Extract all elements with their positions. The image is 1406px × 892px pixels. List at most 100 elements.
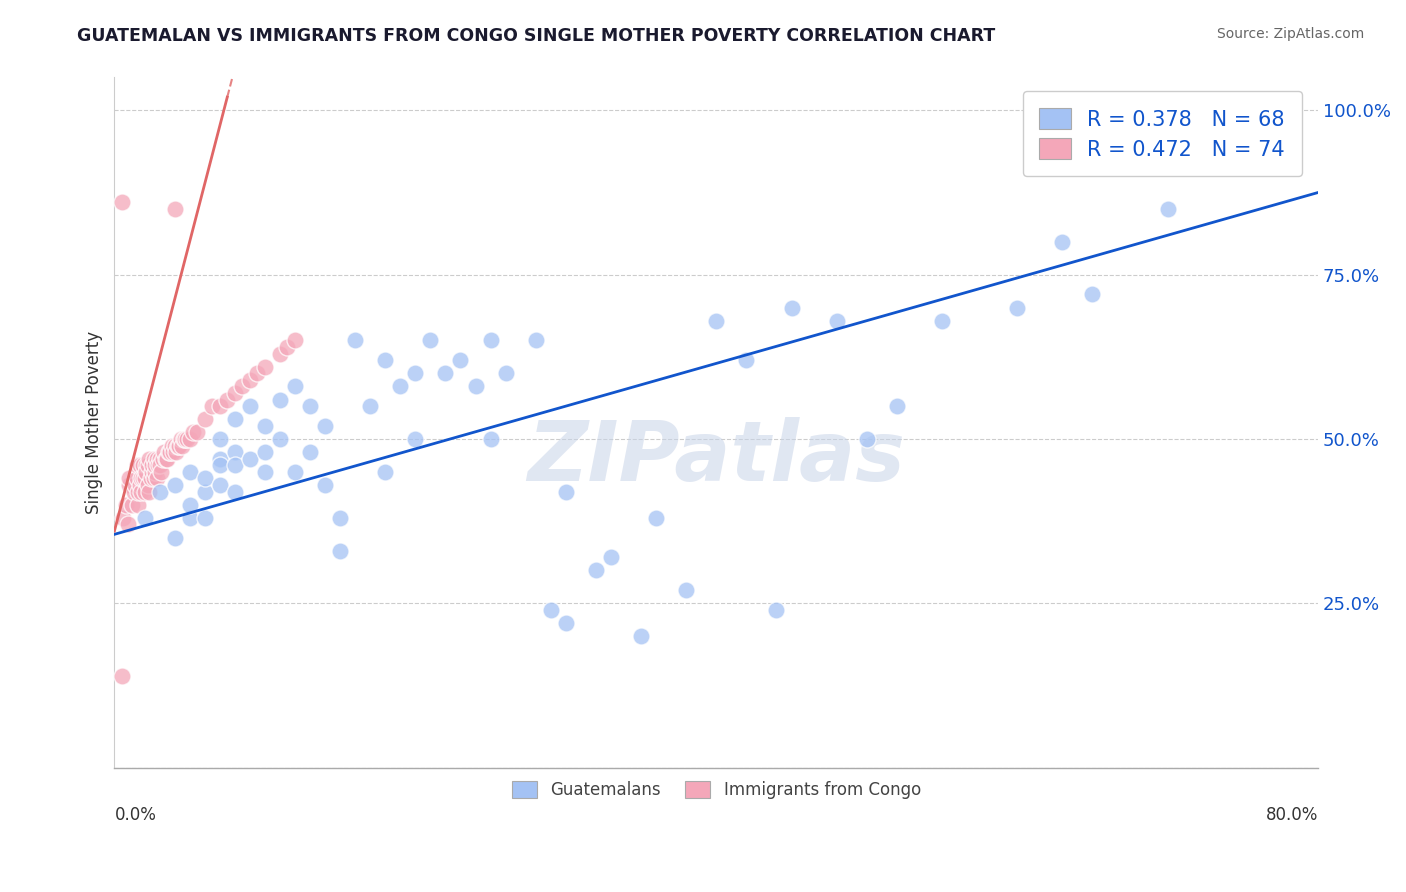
Point [148,451,170,466]
Point [464,379,486,393]
Point [124,478,146,492]
Point [298,399,321,413]
Point [179,432,201,446]
Point [554,616,576,631]
Point [630,629,652,643]
Point [127,498,149,512]
Point [122,484,145,499]
Point [131,484,153,499]
Point [172,439,194,453]
Point [253,359,276,374]
Point [145,451,167,466]
Point [145,471,167,485]
Point [239,399,262,413]
Point [162,445,184,459]
Point [224,445,246,459]
Point [284,465,307,479]
Point [131,471,153,485]
Point [765,603,787,617]
Point [329,543,352,558]
Point [450,353,472,368]
Point [224,484,246,499]
Point [165,445,187,459]
Point [146,458,169,473]
Point [224,386,246,401]
Point [735,353,758,368]
Point [155,451,177,466]
Point [163,478,186,492]
Point [194,511,217,525]
Point [600,550,623,565]
Point [253,418,276,433]
Point [217,392,239,407]
Point [404,366,426,380]
Text: GUATEMALAN VS IMMIGRANTS FROM CONGO SINGLE MOTHER POVERTY CORRELATION CHART: GUATEMALAN VS IMMIGRANTS FROM CONGO SING… [77,27,995,45]
Point [176,432,198,446]
Point [111,668,134,682]
Point [931,314,953,328]
Point [374,353,396,368]
Point [125,458,148,473]
Point [554,484,576,499]
Point [886,399,908,413]
Point [389,379,412,393]
Point [269,346,291,360]
Point [825,314,848,328]
Point [208,432,231,446]
Point [129,478,152,492]
Point [141,458,163,473]
Point [253,465,276,479]
Point [434,366,457,380]
Point [135,458,157,473]
Point [645,511,668,525]
Point [495,366,517,380]
Point [201,399,224,413]
Point [138,484,160,499]
Point [121,498,143,512]
Point [208,458,231,473]
Point [224,458,246,473]
Point [118,478,141,492]
Point [125,471,148,485]
Point [524,334,547,348]
Point [194,471,217,485]
Point [163,531,186,545]
Legend: Guatemalans, Immigrants from Congo: Guatemalans, Immigrants from Congo [503,772,929,807]
Point [179,498,201,512]
Point [1052,235,1074,249]
Point [173,432,195,446]
Point [359,399,381,413]
Point [160,439,183,453]
Point [118,471,141,485]
Point [143,458,166,473]
Point [675,583,697,598]
Point [132,471,155,485]
Point [704,314,727,328]
Point [179,511,201,525]
Point [1005,301,1028,315]
Point [298,445,321,459]
Point [163,439,186,453]
Point [141,465,163,479]
Point [246,366,269,380]
Point [208,478,231,492]
Point [329,511,352,525]
Text: 0.0%: 0.0% [114,805,156,823]
Point [139,471,162,485]
Point [132,458,155,473]
Point [239,373,262,387]
Point [208,451,231,466]
Point [163,202,186,216]
Point [780,301,803,315]
Point [855,432,877,446]
Point [540,603,562,617]
Point [186,425,208,440]
Point [156,451,179,466]
Point [148,458,170,473]
Point [174,432,197,446]
Point [269,392,291,407]
Point [127,484,149,499]
Text: 80.0%: 80.0% [1265,805,1319,823]
Point [404,432,426,446]
Point [269,432,291,446]
